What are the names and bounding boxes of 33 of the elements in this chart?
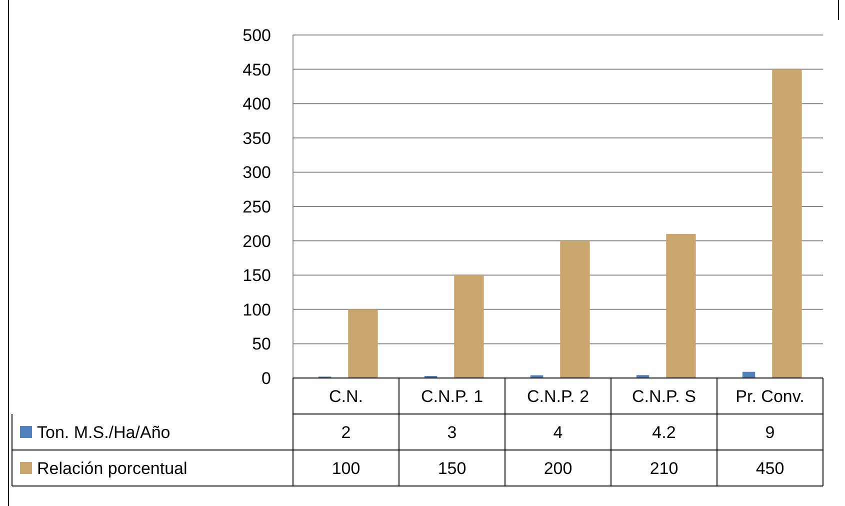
data-label: 450 <box>756 458 784 478</box>
legend-label: Ton. M.S./Ha/Año <box>37 422 170 442</box>
data-label: 4.2 <box>652 422 676 442</box>
x-tick-label: C.N.P. 2 <box>526 386 590 406</box>
bar <box>772 69 802 378</box>
x-tick-label: C.N.P. 1 <box>420 386 484 406</box>
y-tick-label: 400 <box>242 94 271 114</box>
bar <box>666 234 696 378</box>
data-label: 3 <box>447 422 457 442</box>
y-tick-label: 450 <box>242 60 271 80</box>
y-tick-label: 500 <box>242 26 271 45</box>
data-label: 9 <box>765 422 775 442</box>
bar <box>348 309 378 378</box>
data-label: 100 <box>332 458 360 478</box>
legend-label: Relación porcentual <box>37 458 188 478</box>
bar <box>454 275 484 378</box>
data-label: 4 <box>553 422 563 442</box>
y-tick-label: 200 <box>242 232 271 251</box>
data-label: 210 <box>650 458 678 478</box>
y-tick-label: 50 <box>252 334 271 354</box>
y-tick-label: 300 <box>242 163 271 182</box>
x-tick-label: C.N.P. S <box>632 386 696 406</box>
data-label: 150 <box>438 458 466 478</box>
x-tick-label: C.N. <box>329 386 363 406</box>
bar <box>560 240 590 378</box>
data-label: 2 <box>341 422 351 442</box>
data-label: 200 <box>544 458 572 478</box>
y-tick-label: 150 <box>242 266 271 286</box>
y-tick-label: 100 <box>242 300 271 320</box>
x-tick-label: Pr. Conv. <box>736 386 804 406</box>
y-tick-label: 350 <box>242 128 271 148</box>
y-tick-label: 0 <box>262 368 271 388</box>
y-tick-label: 250 <box>242 197 271 216</box>
